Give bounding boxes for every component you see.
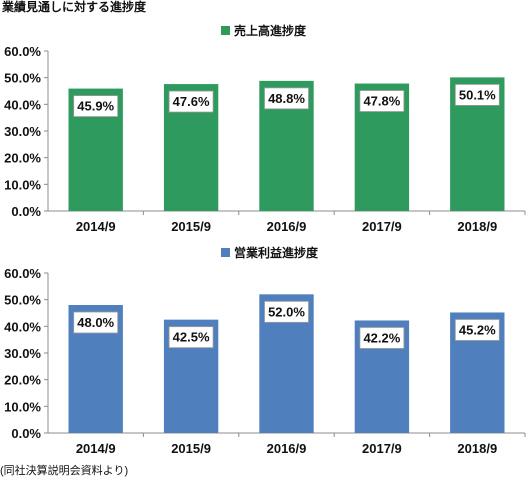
- data-label: 47.8%: [363, 94, 400, 109]
- y-tick-label: 50.0%: [4, 71, 41, 86]
- y-tick-label: 10.0%: [4, 177, 41, 192]
- x-tick-label: 2014/9: [76, 441, 116, 456]
- legend-label: 売上高進捗度: [234, 23, 307, 38]
- y-tick-label: 20.0%: [4, 151, 41, 166]
- x-tick-label: 2015/9: [171, 441, 211, 456]
- data-label-box: [73, 311, 119, 334]
- profit-legend: 営業利益進捗度: [221, 245, 319, 260]
- data-label: 42.5%: [173, 330, 210, 345]
- y-tick-label: 40.0%: [4, 97, 41, 112]
- source-footnote: (同社決算説明会資料より): [0, 465, 129, 477]
- legend-swatch: [221, 248, 230, 257]
- x-tick-label: 2017/9: [362, 219, 402, 234]
- y-tick-label: 0.0%: [11, 204, 41, 219]
- data-label: 50.1%: [459, 87, 496, 102]
- data-label-box: [454, 319, 500, 341]
- y-tick-label: 0.0%: [11, 426, 41, 441]
- data-label-box: [454, 84, 500, 106]
- legend-swatch: [221, 26, 230, 35]
- x-tick-label: 2015/9: [171, 219, 211, 234]
- data-label: 52.0%: [268, 304, 305, 319]
- data-label: 45.2%: [459, 322, 496, 337]
- x-tick-label: 2017/9: [362, 441, 402, 456]
- data-label: 48.0%: [77, 315, 114, 330]
- x-tick-label: 2018/9: [457, 441, 497, 456]
- y-tick-label: 50.0%: [4, 293, 41, 308]
- data-label-box: [359, 90, 405, 112]
- data-label: 48.8%: [268, 91, 305, 106]
- legend-label: 営業利益進捗度: [234, 245, 319, 260]
- x-tick-label: 2016/9: [267, 441, 307, 456]
- data-label: 42.2%: [363, 330, 400, 345]
- data-label-box: [359, 327, 405, 349]
- y-tick-label: 30.0%: [4, 124, 41, 139]
- data-label-box: [264, 87, 309, 110]
- data-label-box: [168, 90, 214, 113]
- operating-profit-progress-chart: 営業利益進捗度 0.0% 10.0% 20.0% 30.0% 40.0% 50.0% 60.0…: [0, 240, 530, 470]
- sales-legend: 売上高進捗度: [221, 23, 307, 38]
- data-label-box: [168, 326, 214, 349]
- y-tick-label: 10.0%: [4, 399, 41, 414]
- y-tick-label: 40.0%: [4, 319, 41, 334]
- y-tick-label: 30.0%: [4, 346, 41, 361]
- x-tick-label: 2014/9: [76, 219, 116, 234]
- data-label-box: [264, 300, 309, 323]
- x-tick-label: 2016/9: [267, 219, 307, 234]
- profit-chart-svg: 営業利益進捗度 0.0% 10.0% 20.0% 30.0% 40.0% 50.0% 60.0…: [4, 245, 526, 456]
- y-tick-label: 60.0%: [4, 266, 41, 281]
- x-tick-label: 2018/9: [457, 219, 497, 234]
- data-label: 47.6%: [173, 94, 210, 109]
- data-label-box: [73, 95, 119, 117]
- page-title: 業績見通しに対する進捗度: [2, 0, 147, 14]
- y-tick-label: 20.0%: [4, 373, 41, 388]
- y-tick-label: 60.0%: [4, 44, 41, 59]
- sales-progress-chart: 売上高進捗度 0.0% 10.0% 20.0% 30.0% 40.0% 50.0% 60.0%…: [0, 18, 530, 248]
- sales-chart-svg: 売上高進捗度 0.0% 10.0% 20.0% 30.0% 40.0% 50.0% 60.0%…: [4, 23, 526, 234]
- data-label: 45.9%: [77, 99, 114, 114]
